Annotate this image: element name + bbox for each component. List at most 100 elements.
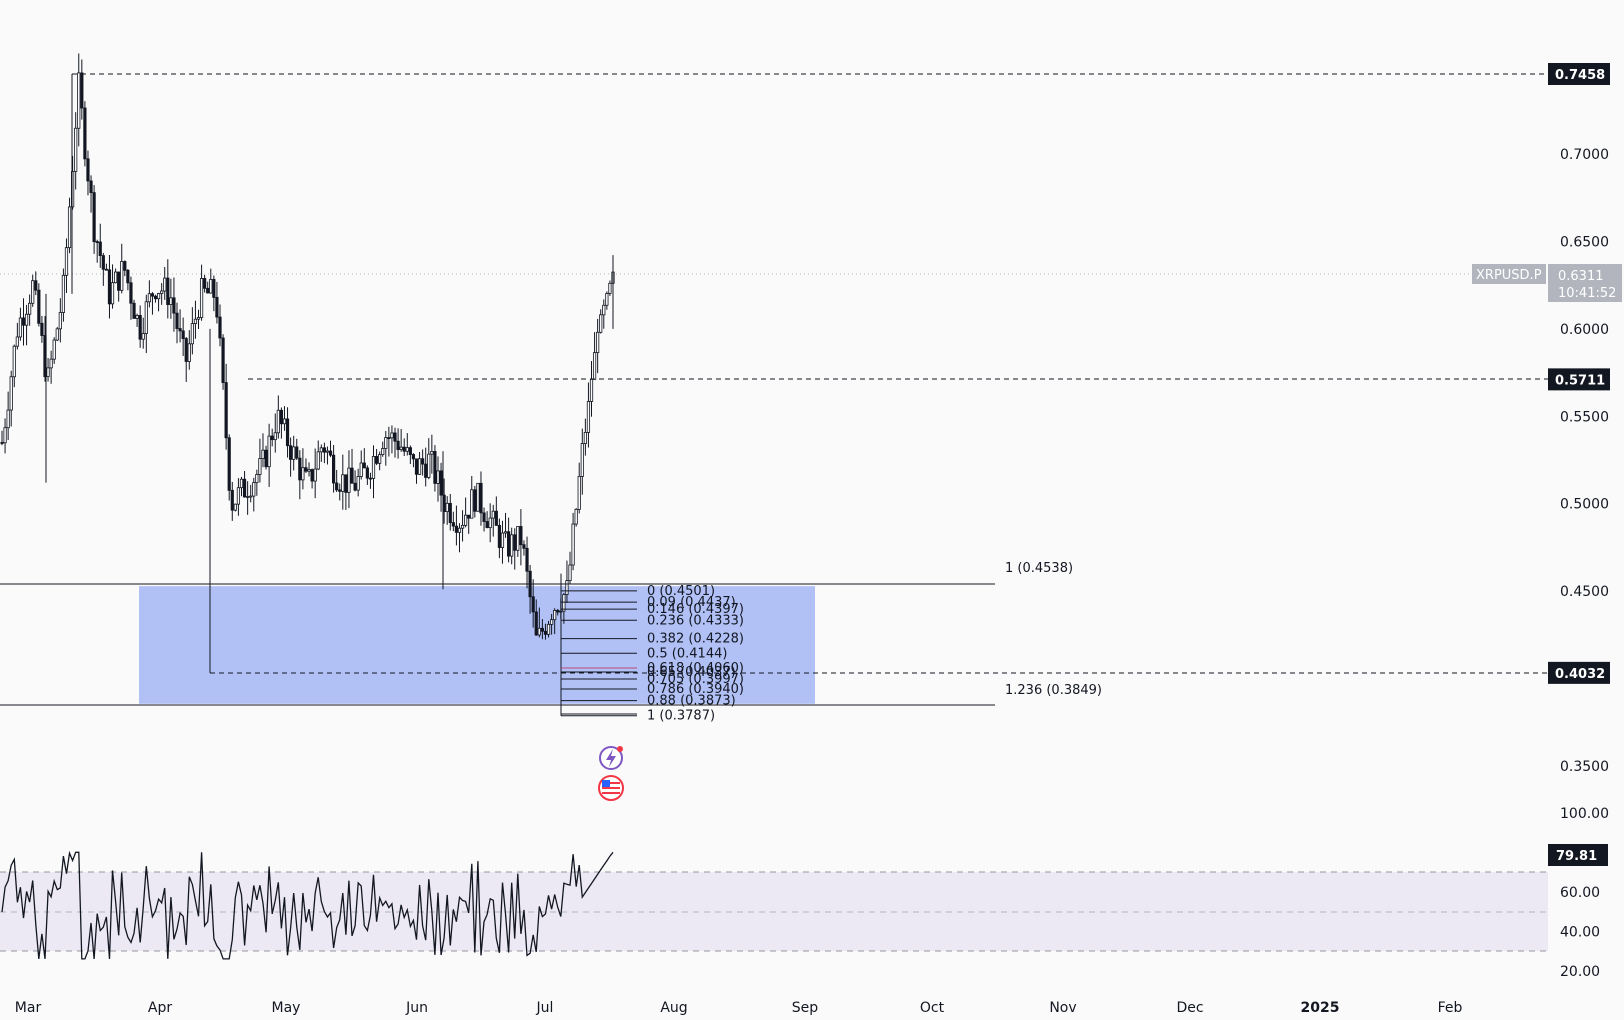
candle-body — [249, 495, 253, 498]
candle-body — [40, 322, 44, 336]
candle-body — [482, 512, 486, 522]
candle-body — [52, 339, 56, 360]
candle-body — [365, 467, 369, 479]
demand-zone-rect[interactable] — [139, 586, 815, 704]
candle-body — [494, 510, 498, 526]
candle-body — [169, 297, 173, 305]
price-tick-label: 0.6500 — [1560, 234, 1609, 250]
candle-body — [80, 72, 84, 109]
candle-body — [218, 316, 222, 339]
candle-body — [568, 564, 572, 582]
candle-body — [488, 517, 492, 529]
candle-body — [516, 526, 520, 551]
last-price-tag-bg — [1548, 264, 1622, 302]
candle-body — [454, 525, 459, 533]
candle-body — [74, 127, 78, 172]
fib-extension-label-1-236: 1.236 (0.3849) — [1005, 683, 1102, 698]
candle-body — [292, 446, 296, 460]
candle-body — [497, 525, 501, 548]
candle-body — [0, 442, 4, 444]
candle-body — [255, 474, 259, 484]
candle-body — [310, 469, 314, 482]
candle-body — [534, 611, 538, 636]
rsi-tick-label: 100.00 — [1560, 806, 1609, 822]
candle-body — [583, 432, 587, 444]
candle-body — [49, 358, 53, 369]
candle-body — [347, 467, 351, 493]
price-tick-label: 0.4500 — [1560, 584, 1609, 600]
candle-body — [328, 450, 333, 456]
candle-body — [381, 448, 385, 456]
candlestick-series — [0, 53, 615, 716]
candle-body — [282, 418, 287, 425]
candle-body — [236, 487, 241, 505]
candle-body — [273, 432, 277, 441]
last-price-value: 0.6311 — [1558, 269, 1604, 284]
rsi-value-tag: 79.81 — [1556, 849, 1597, 864]
level-tag-bg — [1548, 368, 1610, 391]
candle-body — [172, 297, 176, 314]
candle-body — [467, 514, 471, 519]
fib-level-label: 0.146 (0.4397) — [647, 602, 744, 617]
candle-body — [193, 318, 198, 325]
time-tick-label: Apr — [148, 1000, 172, 1016]
candle-body — [166, 277, 170, 305]
candle-body — [436, 470, 440, 484]
candle-body — [451, 522, 455, 527]
candle-body — [147, 293, 151, 303]
candle-body — [396, 440, 400, 450]
fib-level-label: 0.65 (0.4037) — [647, 665, 736, 680]
time-tick-label: Sep — [792, 1000, 819, 1016]
candle-body — [126, 269, 130, 284]
candle-body — [522, 544, 526, 549]
level-tag-label: 0.4032 — [1555, 667, 1605, 682]
time-tick-label: Aug — [660, 1000, 687, 1016]
candle-body — [31, 280, 35, 304]
candle-body — [12, 345, 16, 378]
time-tick-label: Jul — [536, 1000, 554, 1016]
candle-body — [212, 279, 216, 298]
candle-body — [353, 482, 357, 491]
price-tick-label: 0.7000 — [1560, 147, 1609, 163]
time-axis[interactable]: Mar Apr May Jun Jul Aug Sep Oct Nov Dec 2025 Feb — [15, 1000, 1463, 1016]
lightning-event-icon[interactable] — [599, 746, 623, 770]
candle-body — [252, 482, 256, 497]
price-tick-label: 0.5000 — [1560, 497, 1609, 513]
candle-body — [427, 453, 431, 478]
candle-body — [233, 503, 237, 511]
candle-body — [144, 301, 148, 334]
candle-body — [83, 107, 87, 160]
candle-body — [6, 409, 10, 429]
candle-body — [295, 446, 299, 459]
candle-body — [470, 489, 474, 519]
fib-level-label: 1 (0.3787) — [647, 709, 715, 724]
candle-body — [55, 328, 59, 341]
candle-body — [341, 474, 345, 492]
candle-body — [417, 458, 422, 475]
candle-body — [276, 409, 280, 434]
fib-retracement-lines[interactable] — [561, 590, 637, 717]
candle-body — [596, 331, 600, 354]
candle-body — [77, 72, 81, 129]
candle-body — [163, 277, 167, 292]
candle-body — [9, 376, 13, 411]
candle-body — [519, 526, 523, 546]
candle-body — [239, 478, 244, 489]
rsi-tick-label: 60.00 — [1560, 885, 1600, 901]
candle-body — [592, 352, 597, 380]
candle-body — [338, 489, 342, 492]
candle-body — [537, 627, 541, 636]
candle-body — [301, 467, 305, 481]
candle-body — [433, 451, 437, 484]
us-flag-event-icon[interactable] — [598, 775, 624, 801]
candle-body — [209, 279, 213, 294]
candle-body — [491, 510, 495, 519]
rsi-axis[interactable]: 100.00 60.00 40.00 20.00 — [1560, 806, 1609, 980]
candle-body — [18, 317, 23, 338]
candle-body — [344, 474, 348, 493]
candle-body — [543, 630, 548, 635]
candle-body — [178, 328, 182, 332]
candle-body — [556, 610, 560, 613]
candle-body — [101, 255, 105, 270]
